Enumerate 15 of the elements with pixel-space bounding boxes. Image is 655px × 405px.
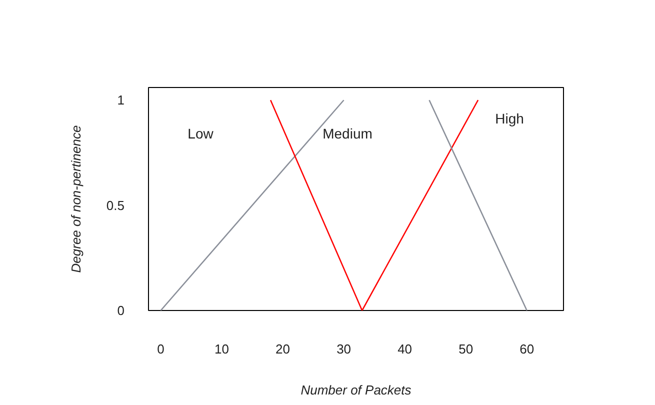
y-tick-label: 0 bbox=[117, 303, 125, 318]
x-tick-label: 20 bbox=[276, 342, 290, 356]
x-tick-label: 60 bbox=[520, 342, 534, 356]
annotation: High bbox=[495, 110, 524, 126]
y-tick-label: 0.5 bbox=[106, 198, 125, 213]
annotation: Low bbox=[188, 126, 214, 142]
x-tick-label: 0 bbox=[157, 342, 164, 356]
x-tick-label: 10 bbox=[214, 342, 229, 356]
x-tick-label: 40 bbox=[398, 342, 412, 356]
y-tick-label: 1 bbox=[117, 92, 125, 108]
annotation: Medium bbox=[322, 126, 372, 142]
y-axis-title: Degree of non-pertinence bbox=[68, 125, 84, 273]
x-tick-label: 30 bbox=[336, 342, 352, 356]
x-tick-label: 50 bbox=[458, 342, 474, 356]
x-axis-title: Number of Packets bbox=[300, 382, 412, 398]
